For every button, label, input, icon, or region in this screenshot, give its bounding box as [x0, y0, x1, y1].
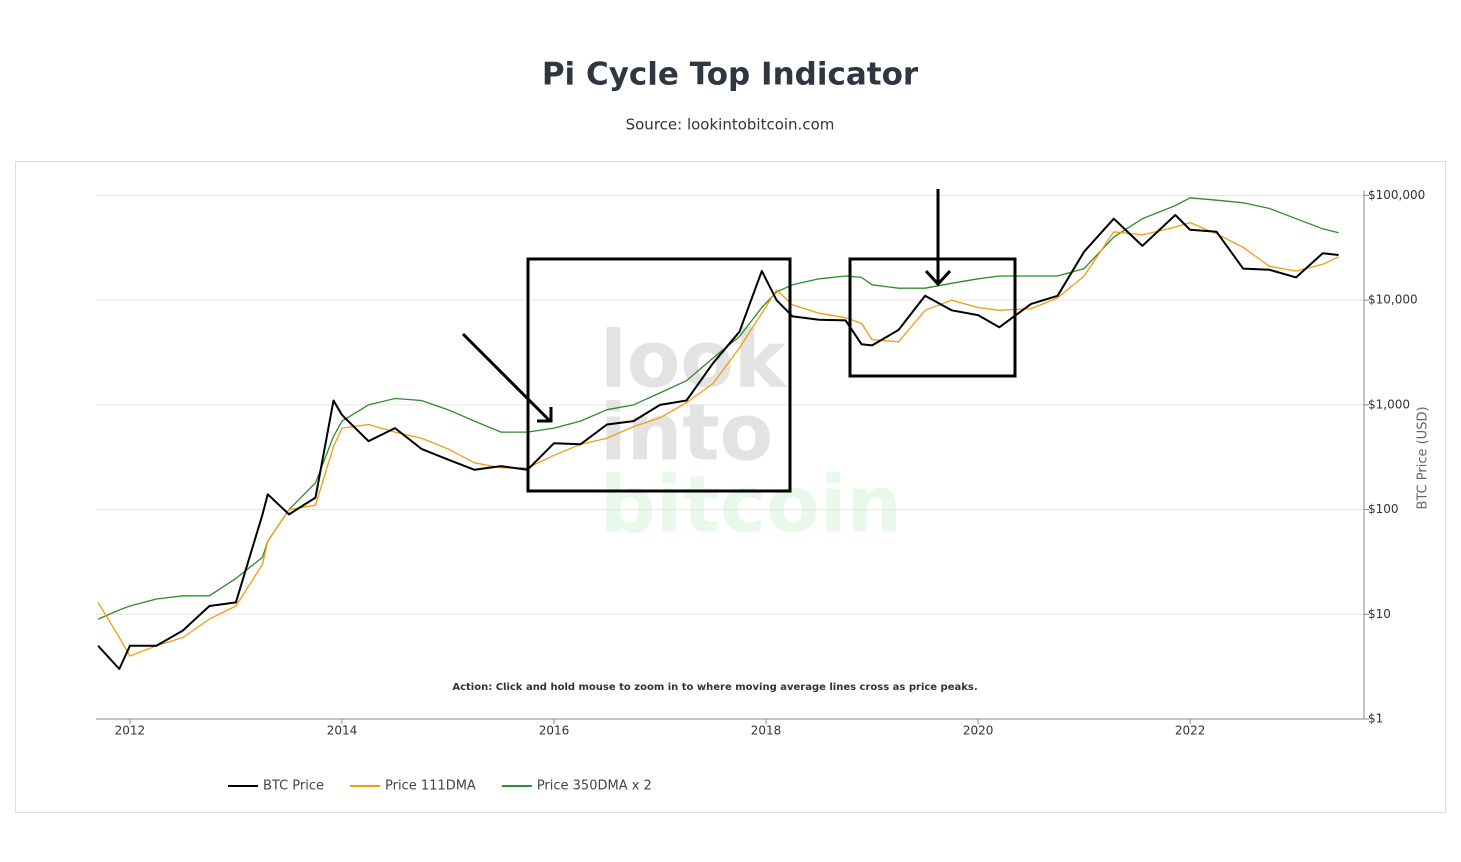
highlight-box: [848, 257, 1017, 378]
y-tick-label: $1,000: [1368, 397, 1410, 411]
chart-subtitle: Source: lookintobitcoin.com: [626, 116, 835, 134]
legend-label: BTC Price: [263, 779, 324, 794]
arrow: [924, 189, 952, 287]
legend-label: Price 350DMA x 2: [537, 779, 652, 794]
legend-label: Price 111DMA: [385, 779, 476, 794]
x-tick-label: 2020: [963, 724, 994, 738]
annotations: [461, 189, 1017, 493]
arrow: [461, 332, 553, 423]
y-tick-label: $100,000: [1368, 188, 1425, 202]
annotation: Action: Click and hold mouse to zoom in …: [452, 682, 977, 693]
x-tick-label: 2012: [115, 724, 146, 738]
y-tick-label: $10: [1368, 607, 1391, 621]
series-line: [97, 214, 1339, 670]
x-tick-label: 2016: [539, 724, 570, 738]
chart-frame: [15, 161, 1446, 813]
y-axis-label: BTC Price (USD): [1416, 406, 1431, 509]
watermark: look into bitcoin: [600, 315, 902, 550]
series-line: [97, 221, 1339, 657]
plot-area: $1 $10 $100 $1,000 $10,000 $100,000 2012 2014 20…: [96, 188, 1425, 738]
y-tick-label: $1: [1368, 712, 1383, 726]
y-tick-label: $100: [1368, 502, 1399, 516]
x-tick-label: 2022: [1175, 724, 1206, 738]
x-tick-label: 2014: [327, 724, 358, 738]
watermark-text: into: [600, 388, 773, 478]
y-tick-label: $10,000: [1368, 293, 1418, 307]
highlight-box: [526, 257, 792, 493]
chart-title: Pi Cycle Top Indicator: [542, 57, 919, 93]
watermark-text: bitcoin: [600, 460, 902, 550]
x-tick-label: 2018: [751, 724, 782, 738]
